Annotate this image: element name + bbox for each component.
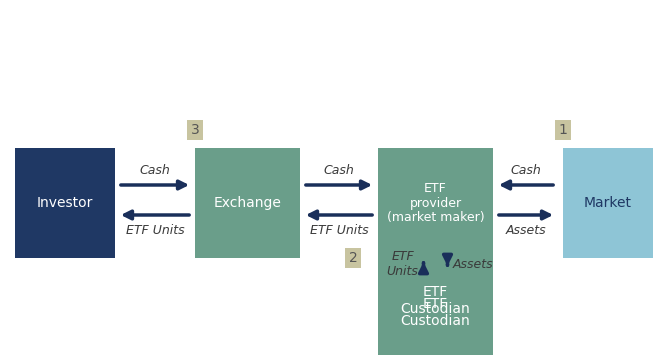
Text: Cash: Cash: [511, 163, 542, 177]
Bar: [15, 148, 115, 258]
Text: Cash: Cash: [324, 163, 355, 177]
Text: ETF
Units: ETF Units: [387, 250, 418, 278]
Text: 2: 2: [349, 251, 357, 265]
Text: ETF
Custodian: ETF Custodian: [400, 297, 470, 328]
Bar: [563, 148, 653, 258]
Text: ETF
provider
(market maker): ETF provider (market maker): [387, 182, 484, 224]
Text: ETF Units: ETF Units: [126, 224, 184, 237]
Text: ETF Units: ETF Units: [310, 224, 369, 237]
Text: Investor: Investor: [37, 196, 93, 210]
Text: Assets: Assets: [453, 257, 493, 270]
Text: 2: 2: [349, 251, 357, 265]
Text: 1: 1: [558, 123, 568, 137]
Bar: [378, 258, 493, 343]
Text: Assets: Assets: [506, 224, 546, 237]
Text: 3: 3: [191, 123, 200, 137]
Text: Cash: Cash: [140, 163, 170, 177]
Bar: [378, 148, 493, 258]
Text: Market: Market: [584, 196, 632, 210]
Text: Exchange: Exchange: [213, 196, 281, 210]
Bar: [195, 148, 300, 258]
Bar: [378, 270, 493, 355]
Text: ETF
Custodian: ETF Custodian: [400, 285, 470, 316]
